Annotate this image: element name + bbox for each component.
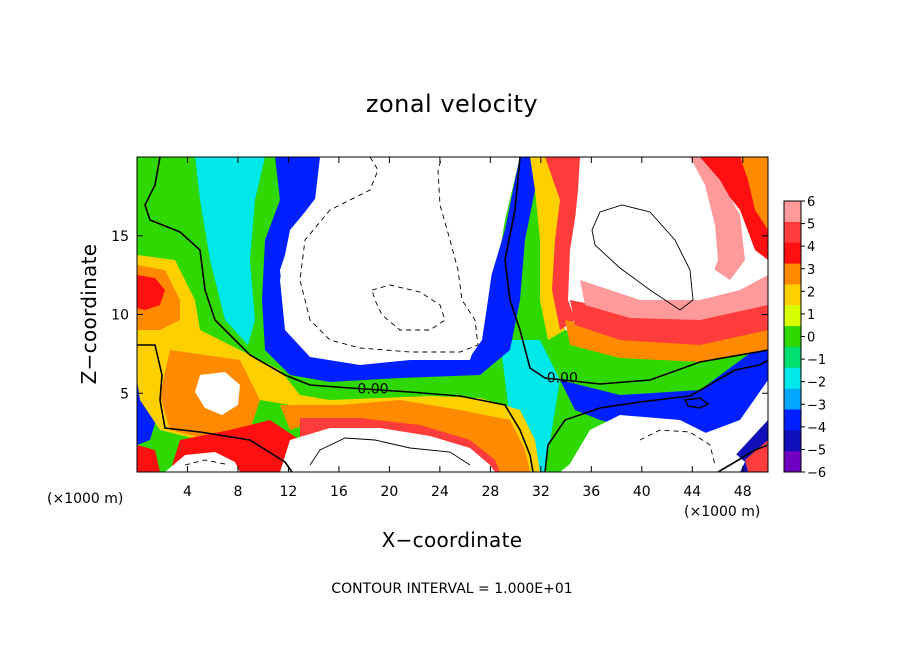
zero-contour-bottom-right [717,444,768,472]
y-tick-label: 5 [120,386,129,402]
colorbar-label: −3 [807,398,826,413]
colorbar-label: 1 [807,308,815,323]
colorbar-swatch [784,367,801,390]
negative-contour-bottom-left [184,459,226,466]
x-tick-label: 16 [330,484,348,500]
colorbar-swatch [784,305,801,327]
colorbar-label: −2 [807,376,826,391]
colorbar-label: 4 [807,240,815,255]
x-tick-labels: 4 8 12 16 20 24 28 32 36 40 44 48 [183,484,752,500]
contour-value-label: 0.00 [547,371,578,387]
small-contour-loop [683,397,710,409]
negative-contour-bottom-right [639,429,716,466]
x-tick-label: 28 [481,484,499,500]
y-axis-label: Z−coordinate [77,244,101,385]
x-tick-label: 24 [431,484,449,500]
zero-contour-lower-left [137,344,293,472]
field-white-top-center [280,157,505,362]
field-white-top-right [575,157,718,300]
x-tick-label: 20 [380,484,398,500]
contour-labels: 0.00 0.00 [357,371,577,398]
x-tick-label: 36 [582,484,600,500]
axis-ticks [137,157,768,472]
x-axis-label: X−coordinate [382,528,523,552]
field-blue-right [560,340,768,435]
zero-contour-left [144,157,534,472]
x-unit-left: (×1000 m) [47,491,123,507]
zero-contour-right [504,157,768,385]
colorbar-label: −5 [807,443,826,458]
field-red-column-right [545,157,585,330]
colorbar [783,200,805,473]
colorbar-swatch [784,409,801,431]
field-white-bottom-left [165,452,240,472]
field-red-bottom-left-edge [137,445,160,472]
colorbar-swatch [784,346,801,369]
field-red-top-right [690,157,768,260]
colorbar-swatch [784,201,801,223]
field-white-bottom-right [565,415,745,472]
colorbar-label: 6 [807,195,815,210]
colorbar-label: −4 [807,421,826,436]
colorbar-swatch [784,388,801,410]
colorbar-swatch [784,242,801,265]
x-unit-right: (×1000 m) [684,504,760,520]
colorbar-label: 3 [807,263,815,278]
x-tick-label: 32 [532,484,550,500]
colorbar-label: −1 [807,353,826,368]
colorbar-label: 2 [807,285,815,300]
field-pink-right-band [580,275,768,320]
contour-interval-note: CONTOUR INTERVAL = 1.000E+01 [331,581,572,597]
x-tick-label: 12 [280,484,298,500]
field-orange-top-right-edge [740,157,768,230]
positive-contour-bottom [309,437,471,466]
colorbar-swatch [784,430,801,452]
x-tick-label: 44 [683,484,701,500]
plot-area: 0.00 0.00 [137,157,768,472]
colorbar-swatch [784,284,801,306]
x-tick-label: 40 [633,484,651,500]
colorbar-swatch [784,221,801,244]
field-red-left-blob [137,275,165,310]
colorbar-label: −6 [807,466,826,481]
field-white-lower-left-ring [195,372,240,415]
x-tick-label: 8 [233,484,242,500]
x-tick-label: 4 [183,484,192,500]
x-tick-label: 48 [734,484,752,500]
zero-contour-lower-right [544,359,768,472]
colorbar-label: 0 [807,331,815,346]
field-white-bottom-center [280,428,495,472]
y-tick-labels: 5 10 15 [111,229,129,403]
colorbar-label: 5 [807,218,815,233]
colorbar-labels: 6 5 4 3 2 1 0 −1 −2 −3 −4 −5 −6 [807,195,826,481]
chart-title: zonal velocity [366,90,538,118]
negative-contour-top [299,157,479,353]
colorbar-swatch [784,451,801,473]
colorbar-swatch [784,326,801,348]
colorbar-swatch [784,263,801,285]
y-tick-label: 15 [111,229,129,245]
positive-contour-top-right [591,204,694,311]
field-cyan-column [195,157,265,345]
y-tick-label: 10 [111,308,129,324]
field-blue-strip-left [262,157,545,382]
contour-value-label: 0.00 [357,382,388,398]
